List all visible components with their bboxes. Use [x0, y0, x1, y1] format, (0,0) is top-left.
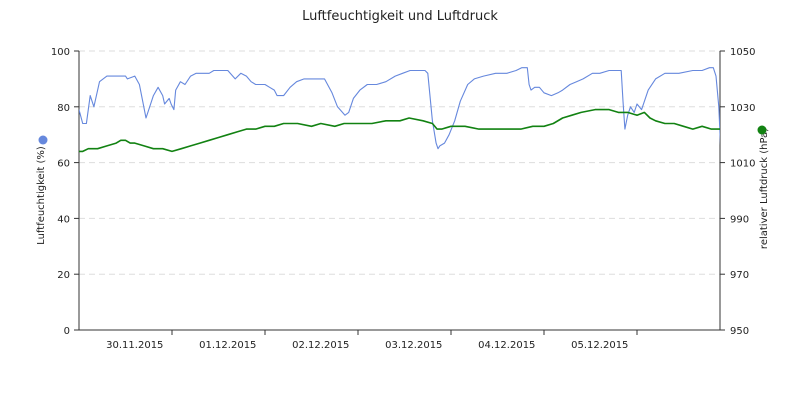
y-left-tick-label: 40 — [57, 214, 70, 225]
humidity-series-marker — [38, 135, 48, 145]
y-left-tick-label: 20 — [57, 270, 70, 281]
y-left-tick-label: 60 — [57, 159, 70, 170]
y-right-tick-label: 1030 — [730, 103, 755, 114]
y-left-tick-label: 0 — [64, 326, 70, 337]
x-tick-label: 05.12.2015 — [571, 340, 628, 351]
y-right-tick-label: 990 — [730, 214, 749, 225]
y-right-tick-label: 970 — [730, 270, 749, 281]
y-left-axis-label: Luftfeuchtigkeit (%) — [36, 146, 47, 245]
y-right-tick-label: 1010 — [730, 159, 755, 170]
x-tick-label: 03.12.2015 — [385, 340, 442, 351]
humidity-line — [79, 67, 720, 150]
y-left-tick-label: 80 — [57, 103, 70, 114]
x-tick-label: 04.12.2015 — [478, 340, 535, 351]
chart-title: Luftfeuchtigkeit und Luftdruck — [302, 9, 498, 24]
y-left-tick-label: 100 — [51, 47, 70, 58]
x-tick-label: 02.12.2015 — [292, 340, 349, 351]
x-tick-label: 01.12.2015 — [199, 340, 256, 351]
x-tick-label: 30.11.2015 — [106, 340, 163, 351]
pressure-series-marker — [757, 125, 767, 135]
pressure-line — [79, 108, 720, 153]
y-right-axis-label: relativer Luftdruck (hPa) — [759, 128, 770, 249]
y-right-tick-label: 1050 — [730, 47, 755, 58]
y-right-tick-label: 950 — [730, 326, 749, 337]
